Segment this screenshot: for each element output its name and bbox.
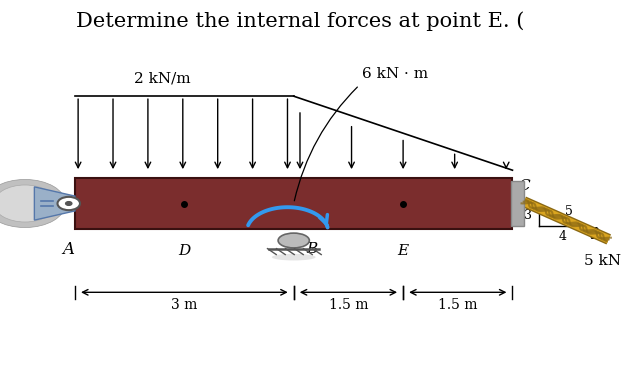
Circle shape	[58, 197, 80, 210]
Text: 5 kN: 5 kN	[584, 254, 621, 268]
Circle shape	[0, 179, 66, 228]
Text: D: D	[178, 244, 190, 258]
Bar	[511, 181, 525, 226]
Text: 1.5 m: 1.5 m	[329, 298, 368, 312]
Circle shape	[0, 185, 56, 222]
Text: B: B	[306, 242, 317, 256]
Text: 5: 5	[565, 205, 573, 218]
Text: 2 kN/m: 2 kN/m	[134, 71, 191, 85]
Ellipse shape	[272, 254, 316, 260]
Ellipse shape	[278, 233, 309, 248]
Text: 3: 3	[524, 209, 532, 222]
Text: A: A	[63, 240, 74, 258]
Text: E: E	[398, 244, 409, 258]
Polygon shape	[34, 187, 75, 220]
Bar	[75, 178, 513, 229]
Text: C: C	[519, 179, 530, 194]
Text: Determine the internal forces at point E. (: Determine the internal forces at point E…	[76, 11, 524, 31]
Circle shape	[66, 202, 72, 205]
Text: 1.5 m: 1.5 m	[438, 298, 478, 312]
Text: 3 m: 3 m	[171, 298, 198, 312]
Text: 4: 4	[558, 230, 566, 243]
Text: 6 kN · m: 6 kN · m	[362, 67, 429, 81]
